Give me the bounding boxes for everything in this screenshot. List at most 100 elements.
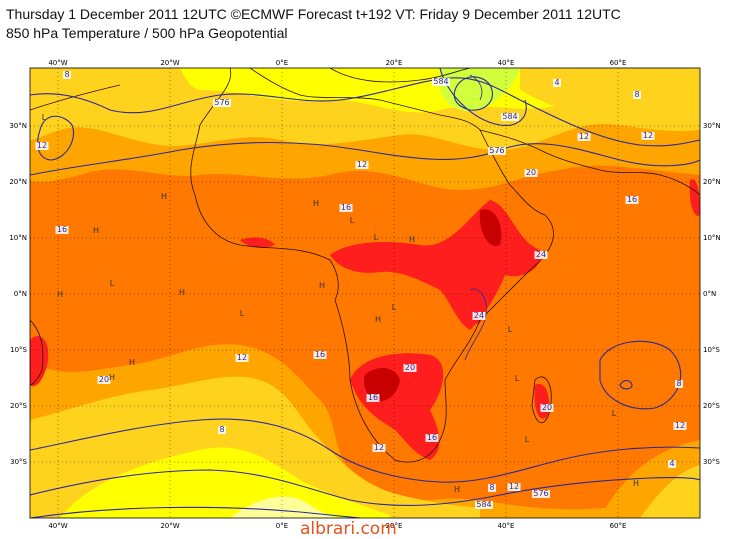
lat-label-0n-right: 0°N [703, 290, 716, 298]
temperature-label-bg [534, 251, 548, 259]
high-pressure-marker: H [633, 479, 639, 488]
lon-label-0e-bottom: 0°E [276, 522, 288, 530]
lon-label-40e-bottom: 40°E [498, 522, 515, 530]
graticule [30, 68, 700, 518]
longitude-labels-bottom: 40°W 20°W 0°E 20°E 40°E 60°E [48, 522, 626, 530]
geopotential-label: 8 [489, 483, 494, 492]
geopotential-label: 584 [433, 77, 448, 86]
lat-label-10n-left: 10°N [9, 234, 27, 242]
contour-568-south [30, 506, 361, 518]
geopotential-label-bg [488, 484, 496, 492]
lat-label-30n-right: 30°N [703, 122, 721, 130]
geopotential-label: 12 [509, 482, 519, 491]
temp-band-red-west-africa [240, 237, 275, 248]
low-pressure-marker: L [240, 309, 245, 318]
temperature-label-bg [472, 312, 486, 320]
chart-title-line2: 850 hPa Temperature / 500 hPa Geopotenti… [6, 25, 288, 41]
temp-band-dark-red-ethiopia [479, 209, 502, 246]
high-pressure-marker: H [179, 288, 185, 297]
geopotential-label-bg [475, 501, 493, 509]
temperature-label: 4 [554, 78, 559, 87]
temp-band-dark-red-southern-africa [363, 368, 400, 402]
lon-label-40w-top: 40°W [48, 59, 67, 67]
temperature-label-bg [97, 376, 111, 384]
temperature-label: 16 [57, 225, 67, 234]
lat-label-10s-left: 10°S [10, 346, 27, 354]
temperature-label: 20 [99, 375, 109, 384]
lon-label-40e-top: 40°E [498, 59, 515, 67]
temperature-label-bg [524, 169, 538, 177]
geopotential-label-bg [213, 99, 231, 107]
high-pressure-marker: H [161, 192, 167, 201]
longitude-labels-top: 40°W 20°W 0°E 20°E 40°E 60°E [48, 59, 626, 67]
lat-label-30s-right: 30°S [703, 458, 720, 466]
mediterranean-coastline [329, 68, 471, 83]
temperature-label: 16 [315, 350, 325, 359]
temp-band-light-orange-ne [520, 68, 700, 112]
low-pressure-marker: L [525, 435, 530, 444]
lat-label-10n-right: 10°N [703, 234, 721, 242]
temperature-label-bg [633, 91, 641, 99]
lat-label-30n-left: 30°N [9, 122, 27, 130]
south-america-coastline [30, 319, 44, 386]
africa-coastline [190, 68, 554, 463]
temperature-label: 8 [634, 90, 639, 99]
high-pressure-marker: H [454, 485, 460, 494]
temperature-label-bg [425, 434, 439, 442]
temp-band-red-india [689, 179, 700, 216]
geopotential-label: 4 [669, 459, 674, 468]
geopotential-label-bg [501, 113, 519, 121]
lat-label-30s-left: 30°S [10, 458, 27, 466]
lat-label-20s-right: 20°S [703, 402, 720, 410]
temperature-label: 20 [542, 403, 552, 412]
temperature-label-bg [625, 196, 639, 204]
geopotential-label-bg [488, 147, 506, 155]
temperature-label-bg [339, 204, 353, 212]
high-pressure-marker: H [57, 290, 63, 299]
low-pressure-marker: L [374, 233, 379, 242]
temperature-label: 16 [341, 203, 351, 212]
low-pressure-marker: L [110, 279, 115, 288]
lat-label-0n-left: 0°N [14, 290, 27, 298]
temp-band-red-brazil [30, 336, 49, 387]
lat-label-20s-left: 20°S [10, 402, 27, 410]
geopotential-label-bg [532, 490, 550, 498]
temp-band-pale-yellow-south [230, 496, 340, 518]
arabia-coastline [479, 129, 700, 196]
low-pressure-marker: L [350, 216, 355, 225]
geopotential-label: 576 [533, 489, 548, 498]
high-pressure-marker: H [129, 358, 135, 367]
lon-label-20e-top: 20°E [386, 59, 403, 67]
contour-576-north [30, 77, 700, 147]
high-pressure-marker: H [409, 235, 415, 244]
temperature-field [30, 68, 700, 518]
temperature-label: 12 [374, 443, 384, 452]
temperature-label-bg [675, 380, 683, 388]
geopotential-label-bg [668, 460, 676, 468]
geopotential-label: 576 [489, 146, 504, 155]
lat-label-20n-left: 20°N [9, 178, 27, 186]
watermark: albrari.com [300, 519, 397, 539]
temperature-label: 16 [368, 393, 378, 402]
lon-label-20w-bottom: 20°W [160, 522, 179, 530]
temperature-label: 8 [64, 70, 69, 79]
high-pressure-marker: H [93, 226, 99, 235]
temperature-label: 12 [579, 132, 589, 141]
temperature-label: 20 [526, 168, 536, 177]
contour-576-south [30, 469, 700, 507]
geopotential-label-bg [432, 78, 450, 86]
lon-label-0e-top: 0°E [276, 59, 288, 67]
contour-low-black-sea [453, 76, 493, 111]
temperature-label: 12 [675, 421, 685, 430]
temperature-label-bg [313, 351, 327, 359]
low-pressure-marker: L [515, 374, 520, 383]
temperature-label-bg [403, 364, 417, 372]
contour-584-south [30, 418, 700, 483]
lon-label-60e-bottom: 60°E [610, 522, 627, 530]
lon-label-40w-bottom: 40°W [48, 522, 67, 530]
temperature-label-bg [372, 444, 386, 452]
map-frame [29, 67, 701, 519]
temperature-label: 12 [237, 353, 247, 362]
temperature-label: 24 [474, 311, 484, 320]
geopotential-label: 584 [502, 112, 517, 121]
